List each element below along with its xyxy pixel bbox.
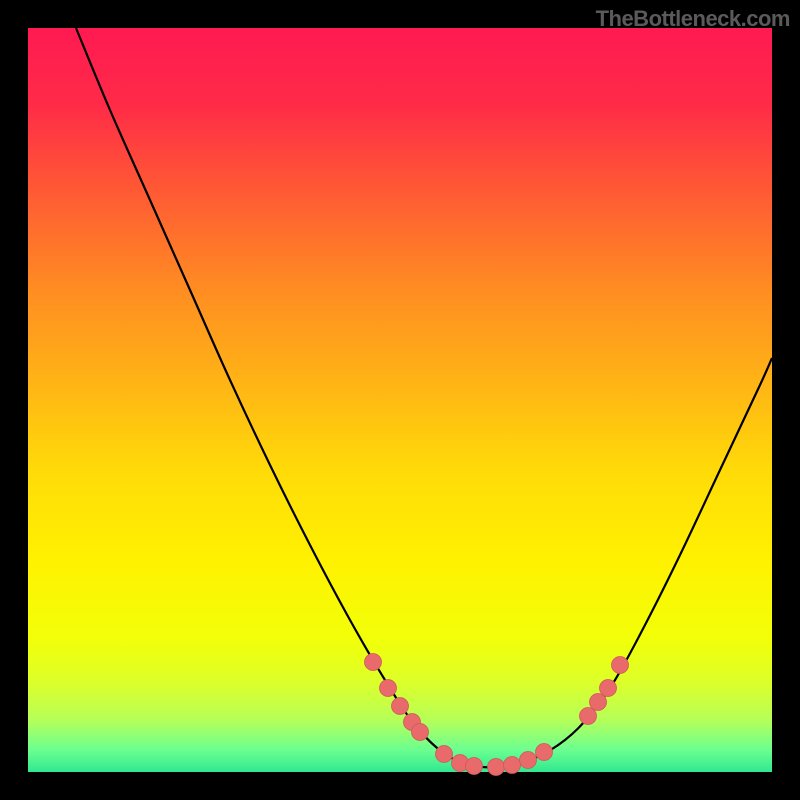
chart-container: [0, 0, 800, 800]
plot-background: [28, 28, 772, 772]
marker-point: [580, 708, 597, 725]
marker-point: [504, 757, 521, 774]
marker-point: [412, 724, 429, 741]
marker-point: [600, 680, 617, 697]
marker-point: [380, 680, 397, 697]
watermark-text: TheBottleneck.com: [596, 6, 790, 32]
marker-point: [612, 657, 629, 674]
marker-point: [590, 694, 607, 711]
marker-point: [392, 698, 409, 715]
marker-point: [488, 759, 505, 776]
marker-point: [436, 746, 453, 763]
chart-svg: [0, 0, 800, 800]
marker-point: [466, 758, 483, 775]
marker-point: [536, 744, 553, 761]
marker-point: [520, 752, 537, 769]
marker-point: [365, 654, 382, 671]
